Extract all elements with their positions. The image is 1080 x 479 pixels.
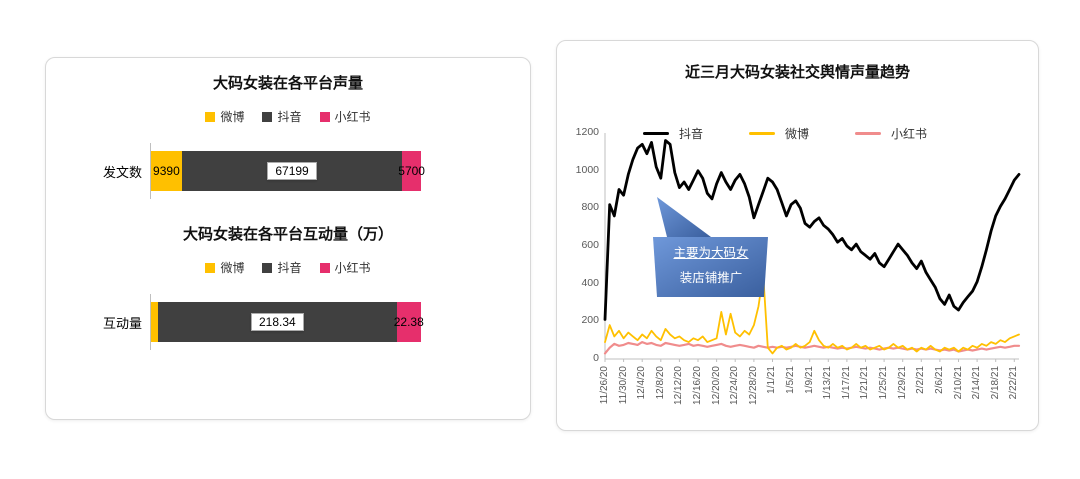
bar-value-label: 218.34	[250, 313, 304, 331]
callout-annotation: 主要为大码女 装店铺推广	[655, 241, 767, 291]
y-axis-tick-label: 1200	[575, 126, 599, 138]
post-volume-legend: 微博 抖音 小红书	[46, 108, 530, 125]
x-axis-tick-label: 1/25/21	[878, 366, 890, 400]
legend-label: 小红书	[334, 261, 371, 275]
y-axis-tick-label: 200	[581, 314, 599, 327]
y-axis-tick-label: 400	[581, 276, 599, 289]
legend-item-抖音: 抖音	[262, 108, 302, 125]
bar-segment-微博: 9390	[151, 151, 182, 191]
legend-item-抖音: 抖音	[262, 259, 302, 276]
y-axis-tick-label: 1000	[575, 163, 599, 176]
x-axis-tick-label: 2/22/21	[1008, 366, 1020, 400]
series-line-抖音	[603, 139, 1021, 321]
x-axis-tick-label: 1/5/21	[785, 366, 797, 394]
legend-item-小红书: 小红书	[855, 125, 927, 142]
category-label: 发文数	[102, 164, 142, 180]
category-label: 互动量	[102, 315, 142, 331]
x-axis-tick-label: 1/21/21	[859, 366, 871, 400]
x-axis-tick-label: 11/30/20	[617, 366, 629, 405]
x-axis-tick-label: 2/6/21	[933, 366, 945, 394]
x-axis-tick-label: 12/12/20	[673, 366, 685, 405]
bar-segment-抖音: 218.34	[158, 302, 397, 342]
category-axis	[150, 143, 151, 199]
category-axis	[150, 294, 151, 350]
callout-text-line2: 装店铺推广	[679, 271, 743, 285]
x-axis-tick-label: 12/4/20	[636, 366, 648, 400]
legend-item-小红书: 小红书	[319, 259, 371, 276]
post-volume-chart: 大码女装在各平台声量 微博 抖音 小红书 发文数 9390 67199 5700	[46, 58, 530, 199]
x-axis-tick-label: 1/29/21	[896, 366, 908, 400]
y-axis-tick-label: 800	[581, 201, 599, 214]
bar-segment-小红书: 22.38	[393, 302, 424, 342]
series-line-小红书	[603, 341, 1021, 355]
x-axis-tick-label: 12/16/20	[692, 366, 704, 405]
legend-swatch	[319, 111, 330, 122]
x-axis-tick-label: 1/9/21	[803, 366, 815, 394]
legend-swatch	[262, 262, 273, 273]
trend-chart-canvas	[603, 133, 1021, 362]
legend-swatch	[643, 132, 669, 135]
legend-item-小红书: 小红书	[319, 108, 371, 125]
callout-body	[653, 237, 768, 297]
legend-label: 微博	[785, 127, 810, 141]
stacked-bar: 218.34 22.38	[151, 302, 424, 342]
trend-legend: 抖音 微博 小红书	[643, 125, 927, 142]
x-axis-tick-label: 1/17/21	[840, 366, 852, 400]
legend-label: 抖音	[277, 110, 302, 124]
platform-volume-card: 大码女装在各平台声量 微博 抖音 小红书 发文数 9390 67199 5700 大码女…	[45, 57, 531, 420]
legend-label: 小红书	[891, 127, 928, 141]
legend-swatch	[319, 262, 330, 273]
x-axis-tick-label: 2/14/21	[971, 366, 983, 400]
bar-segment-抖音: 67199	[181, 151, 403, 191]
y-axis-tick-label: 0	[593, 352, 599, 364]
legend-label: 微博	[220, 261, 245, 275]
callout-arrow	[657, 197, 711, 237]
bar-value-label: 5700	[398, 164, 425, 178]
x-axis-tick-label: 1/1/21	[766, 366, 778, 394]
post-volume-bar-area: 发文数 9390 67199 5700	[46, 143, 530, 199]
legend-label: 抖音	[277, 261, 302, 275]
stacked-bar: 9390 67199 5700	[151, 151, 425, 191]
engagement-chart: 大码女装在各平台互动量（万） 微博 抖音 小红书 互动量 218.34 22.38	[46, 223, 530, 350]
legend-swatch	[749, 132, 776, 135]
engagement-bar-area: 互动量 218.34 22.38	[46, 294, 530, 350]
legend-label: 小红书	[334, 110, 371, 124]
legend-label: 微博	[220, 110, 245, 124]
callout-text-line1: 主要为大码女	[673, 246, 749, 260]
legend-item-微博: 微博	[205, 259, 244, 276]
trend-chart-title: 近三月大码女装社交舆情声量趋势	[684, 64, 910, 81]
legend-label: 抖音	[679, 127, 704, 141]
legend-item-微博: 微博	[749, 125, 809, 142]
legend-swatch	[205, 111, 216, 122]
x-axis-tick-label: 12/20/20	[710, 366, 722, 405]
bar-value-label: 67199	[267, 162, 317, 180]
legend-swatch	[855, 132, 882, 135]
x-axis-tick-label: 12/28/20	[747, 366, 759, 405]
x-axis-tick-label: 12/24/20	[729, 366, 741, 405]
legend-swatch	[205, 262, 216, 273]
legend-item-抖音: 抖音	[643, 125, 703, 142]
x-axis-tick-label: 12/8/20	[654, 366, 666, 400]
bar-value-label: 9390	[153, 164, 180, 178]
engagement-chart-title: 大码女装在各平台互动量（万）	[182, 226, 393, 243]
legend-item-微博: 微博	[205, 108, 244, 125]
x-axis-tick-label: 2/10/21	[952, 366, 964, 400]
engagement-legend: 微博 抖音 小红书	[46, 259, 530, 276]
legend-swatch	[262, 111, 273, 122]
bar-value-label: 22.38	[393, 315, 424, 329]
x-axis-tick-label: 11/26/20	[599, 366, 610, 405]
y-axis-tick-label: 600	[581, 239, 599, 251]
series-line-微博	[604, 273, 1020, 355]
x-axis-tick-label: 2/2/21	[915, 366, 927, 394]
trend-card: 0 200 400 600 800 1000 1200 11/26/20 11/30/20 12/…	[556, 40, 1039, 431]
x-axis-tick-label: 1/13/21	[822, 366, 834, 400]
trend-line-chart: 0 200 400 600 800 1000 1200 11/26/20 11/30/20 12/…	[557, 41, 1038, 430]
bar-segment-小红书: 5700	[398, 151, 425, 191]
bar-segment-微博	[151, 302, 159, 342]
post-volume-chart-title: 大码女装在各平台声量	[212, 75, 363, 92]
x-axis-tick-label: 2/18/21	[989, 366, 1001, 400]
